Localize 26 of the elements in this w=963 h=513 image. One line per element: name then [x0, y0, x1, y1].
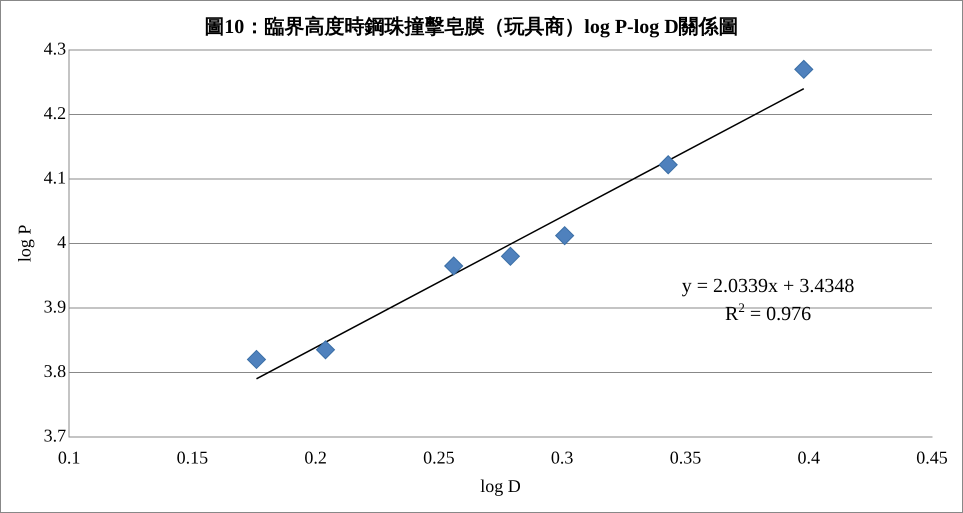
- y-tick-label: 4.3: [44, 38, 66, 59]
- point: [555, 226, 574, 246]
- y-tick-label: 3.7: [44, 426, 66, 446]
- chart-title: 圖10：臨界高度時鋼珠撞擊皂膜（玩具商）log P-log D關係圖: [204, 15, 739, 38]
- point: [316, 340, 336, 360]
- y-tick-label: 4.1: [44, 168, 66, 188]
- x-tick-label: 0.45: [916, 447, 948, 468]
- y-tick-label: 4.2: [44, 103, 66, 124]
- x-tick-label: 0.1: [58, 447, 80, 468]
- x-tick-label: 0.2: [304, 447, 327, 468]
- x-tick-label: 0.35: [670, 447, 702, 468]
- point: [246, 350, 266, 369]
- point: [500, 246, 520, 266]
- point: [658, 155, 678, 174]
- x-tick-label: 0.15: [176, 447, 208, 468]
- x-tick-label: 0.4: [797, 447, 820, 468]
- x-tick-label: 0.25: [423, 447, 455, 468]
- x-axis-title: log D: [480, 476, 521, 496]
- x-tick-label: 0.3: [550, 447, 574, 468]
- y-tick-label: 3.9: [44, 296, 66, 317]
- point: [444, 256, 464, 276]
- point: [794, 60, 814, 79]
- y-tick-label: 3.8: [44, 361, 66, 382]
- annotation: y = 2.0339x + 3.4348: [682, 274, 854, 297]
- y-axis-title: log P: [14, 224, 35, 262]
- y-tick-label: 4: [57, 232, 66, 252]
